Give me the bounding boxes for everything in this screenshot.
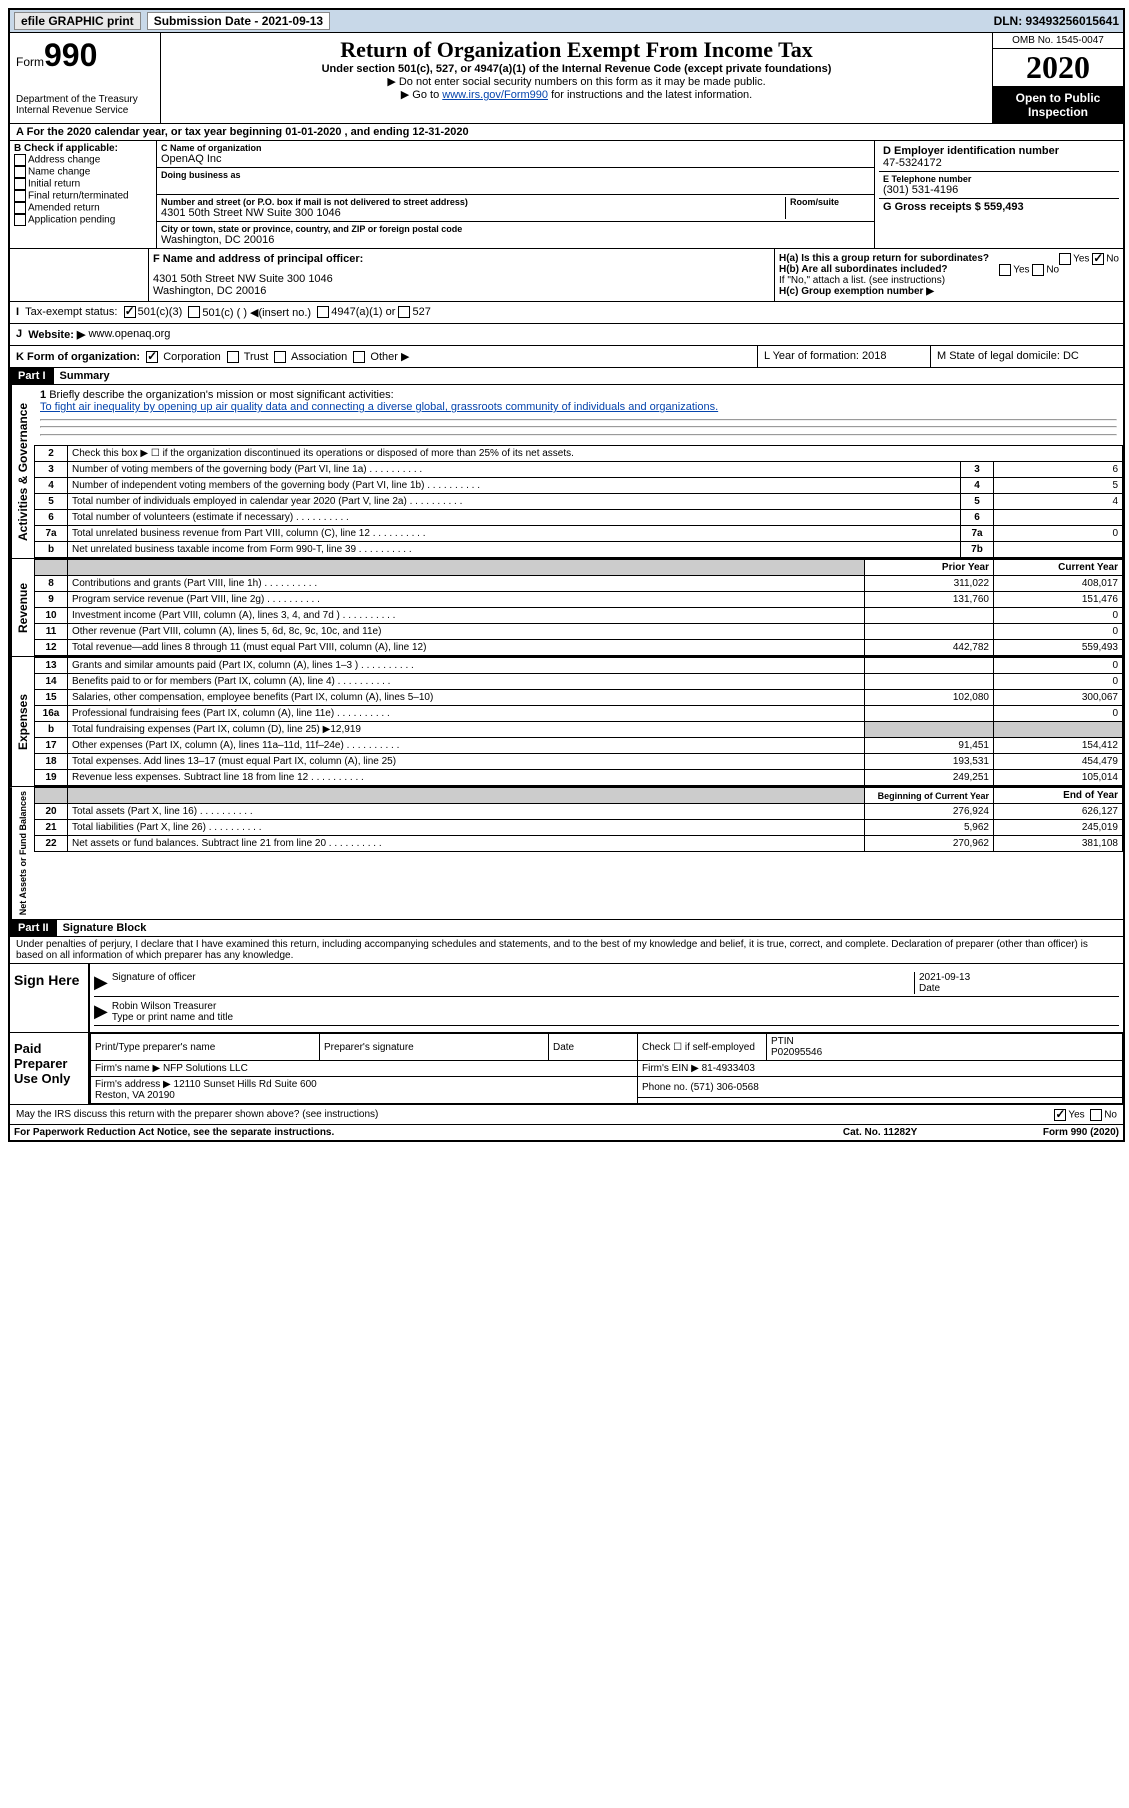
section-c: C Name of organization OpenAQ Inc Doing …: [157, 141, 874, 248]
form-subtitle: Under section 501(c), 527, or 4947(a)(1)…: [165, 63, 988, 75]
paid-preparer-block: Paid Preparer Use Only Print/Type prepar…: [10, 1033, 1123, 1105]
part1-header: Part I Summary: [10, 368, 1123, 385]
dln: DLN: 93493256015641: [994, 14, 1119, 28]
section-j: J Website: ▶ www.openaq.org: [10, 324, 1123, 346]
org-street: 4301 50th Street NW Suite 300 1046: [161, 207, 785, 219]
form-header: Form990 Department of the Treasury Inter…: [10, 33, 1123, 124]
netassets-section: Net Assets or Fund Balances Beginning of…: [10, 787, 1123, 920]
discuss-row: May the IRS discuss this return with the…: [10, 1105, 1123, 1125]
submission-date: Submission Date - 2021-09-13: [147, 12, 330, 30]
addr-change-checkbox[interactable]: [14, 154, 26, 166]
irs-label: Internal Revenue Service: [16, 105, 154, 116]
officer-addr1: 4301 50th Street NW Suite 300 1046: [153, 273, 770, 285]
officer-name: Robin Wilson Treasurer: [112, 1001, 216, 1012]
vert-governance: Activities & Governance: [10, 385, 34, 558]
officer-addr2: Washington, DC 20016: [153, 285, 770, 297]
dept-label: Department of the Treasury: [16, 94, 154, 105]
public-inspection: Open to Public Inspection: [993, 87, 1123, 123]
part2-header: Part II Signature Block: [10, 920, 1123, 937]
mission-text: To fight air inequality by opening up ai…: [40, 401, 718, 413]
firm-ein: Firm's EIN ▶ 81-4933403: [638, 1061, 1123, 1077]
gross-receipts: G Gross receipts $ 559,493: [883, 201, 1115, 213]
amended-checkbox[interactable]: [14, 202, 26, 214]
form-footer: For Paperwork Reduction Act Notice, see …: [10, 1125, 1123, 1140]
4947-checkbox[interactable]: [317, 306, 329, 318]
ptin-value: P02095546: [771, 1047, 822, 1058]
app-pending-checkbox[interactable]: [14, 214, 26, 226]
name-change-checkbox[interactable]: [14, 166, 26, 178]
org-city: Washington, DC 20016: [161, 234, 870, 246]
note-ssn: ▶ Do not enter social security numbers o…: [165, 75, 988, 88]
firm-addr: Firm's address ▶ 12110 Sunset Hills Rd S…: [95, 1079, 317, 1090]
section-i: I Tax-exempt status: 501(c)(3) 501(c) ( …: [10, 302, 1123, 324]
discuss-no-checkbox[interactable]: [1090, 1109, 1102, 1121]
firm-phone: Phone no. (571) 306-0568: [638, 1077, 1123, 1098]
assoc-checkbox[interactable]: [274, 351, 286, 363]
ha-no-checkbox[interactable]: [1092, 253, 1104, 265]
ein: 47-5324172: [883, 157, 1115, 169]
state-domicile: M State of legal domicile: DC: [931, 346, 1123, 367]
501c3-checkbox[interactable]: [124, 306, 136, 318]
note-link: ▶ Go to www.irs.gov/Form990 for instruct…: [165, 88, 988, 101]
corp-checkbox[interactable]: [146, 351, 158, 363]
other-checkbox[interactable]: [353, 351, 365, 363]
tax-year-row: A For the 2020 calendar year, or tax yea…: [10, 124, 1123, 141]
final-return-checkbox[interactable]: [14, 190, 26, 202]
form-container: efile GRAPHIC print Submission Date - 20…: [8, 8, 1125, 1142]
sig-arrow-icon: ▶: [94, 972, 108, 994]
527-checkbox[interactable]: [398, 306, 410, 318]
year-formation: L Year of formation: 2018: [758, 346, 931, 367]
efile-print-button[interactable]: efile GRAPHIC print: [14, 12, 141, 30]
section-deg: D Employer identification number 47-5324…: [874, 141, 1123, 248]
firm-name: Firm's name ▶ NFP Solutions LLC: [91, 1061, 638, 1077]
ha-yes-checkbox[interactable]: [1059, 253, 1071, 265]
phone: (301) 531-4196: [883, 184, 1115, 196]
section-fh: F Name and address of principal officer:…: [10, 249, 1123, 302]
vert-expenses: Expenses: [10, 657, 34, 786]
section-b: B Check if applicable: Address change Na…: [10, 141, 157, 248]
sign-here-block: Sign Here ▶ Signature of officer 2021-09…: [10, 964, 1123, 1033]
vert-netassets: Net Assets or Fund Balances: [10, 787, 34, 919]
form-title: Return of Organization Exempt From Incom…: [165, 37, 988, 63]
section-bcdefg: B Check if applicable: Address change Na…: [10, 141, 1123, 249]
expenses-section: Expenses 13Grants and similar amounts pa…: [10, 657, 1123, 787]
tax-year: 2020: [993, 49, 1123, 87]
hb-no-checkbox[interactable]: [1032, 264, 1044, 276]
501c-checkbox[interactable]: [188, 306, 200, 318]
hb-yes-checkbox[interactable]: [999, 264, 1011, 276]
vert-revenue: Revenue: [10, 559, 34, 656]
trust-checkbox[interactable]: [227, 351, 239, 363]
omb-number: OMB No. 1545-0047: [993, 33, 1123, 49]
perjury-text: Under penalties of perjury, I declare th…: [10, 937, 1123, 964]
section-klm: K Form of organization: Corporation Trus…: [10, 346, 1123, 368]
activities-governance: Activities & Governance 1 Briefly descri…: [10, 385, 1123, 559]
topbar: efile GRAPHIC print Submission Date - 20…: [10, 10, 1123, 33]
initial-return-checkbox[interactable]: [14, 178, 26, 190]
org-name: OpenAQ Inc: [161, 153, 870, 165]
website: www.openaq.org: [88, 328, 170, 341]
sig-arrow-icon-2: ▶: [94, 1001, 108, 1023]
discuss-yes-checkbox[interactable]: [1054, 1109, 1066, 1121]
revenue-section: Revenue Prior YearCurrent Year 8Contribu…: [10, 559, 1123, 657]
irs-link[interactable]: www.irs.gov/Form990: [442, 89, 548, 101]
form-number: Form990: [16, 37, 154, 74]
